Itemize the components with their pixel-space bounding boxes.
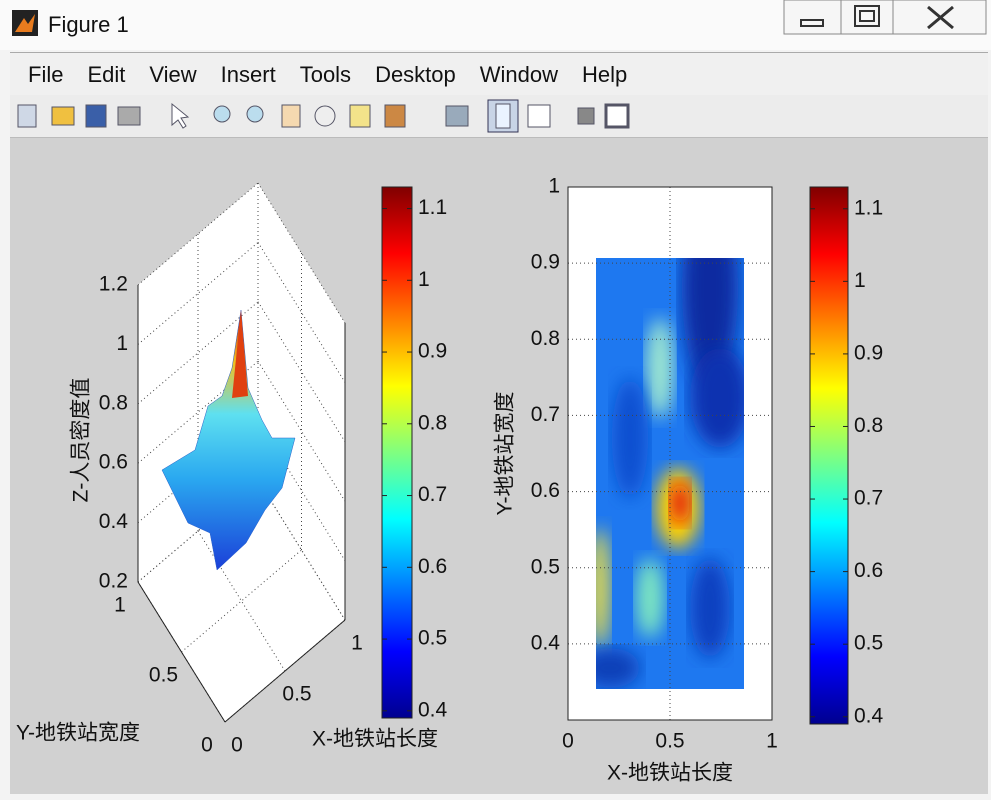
colorbar-tick-label: 0.5 <box>854 632 883 655</box>
colorbar <box>809 186 849 725</box>
window-controls[interactable] <box>783 0 988 36</box>
menu-item[interactable]: Edit <box>87 62 126 87</box>
toolbar <box>10 95 988 138</box>
toolbar-icons[interactable] <box>10 95 988 137</box>
axis-line <box>224 619 346 723</box>
menu-bar: File Edit View Insert Tools Desktop Window Help <box>10 52 988 95</box>
x-tick-label: 1 <box>766 730 778 753</box>
colorbar-tick-label: 0.7 <box>854 487 883 510</box>
axes-box <box>567 186 773 721</box>
colorbar-tick-label: 0.9 <box>854 341 883 364</box>
heatmap-blob <box>636 558 664 638</box>
menu-item[interactable]: Insert <box>220 62 276 87</box>
y-tick-label: 0.8 <box>531 327 560 350</box>
colorbar-tick-label: 0.4 <box>854 704 884 727</box>
window-title: Figure 1 <box>48 12 129 37</box>
z-tick-label: 0.2 <box>99 570 128 593</box>
z-tick-label: 0.6 <box>99 451 128 474</box>
y-tick-label: 0.5 <box>149 664 178 687</box>
surface-spike <box>232 310 248 398</box>
z-tick-label: 1.2 <box>99 273 128 296</box>
x-tick-label: 1 <box>351 632 363 655</box>
y-tick-label: 0.6 <box>531 479 560 502</box>
y-tick-label: 0.7 <box>531 403 560 426</box>
x-tick-label: 0.5 <box>282 683 311 706</box>
colorbar-tick-label: 0.7 <box>418 483 447 506</box>
colorbar-tick-label: 0.5 <box>418 627 447 650</box>
menu-item[interactable]: File <box>28 62 64 87</box>
heatmap-blob <box>596 648 640 688</box>
colorbar-tick-label: 0.6 <box>854 559 883 582</box>
colorbar-tick-label: 0.8 <box>854 414 883 437</box>
surface-chart: 0.2 0.4 0.6 0.8 1 1.2 0 0.5 1 0 0.5 1 X-地铁站长度 Y-地铁站宽度… <box>16 182 448 757</box>
heatmap-chart: 0 0.5 1 0.4 0.5 0.6 0.7 0.8 0.9 1 X-地铁站长度 Y-地铁站宽度 0.… <box>494 175 884 785</box>
heatmap-peak <box>670 481 690 525</box>
z-tick-label: 0.8 <box>99 391 128 414</box>
z-tick-label: 0.4 <box>99 510 129 533</box>
menu-item[interactable]: View <box>149 62 197 87</box>
z-tick-label: 1 <box>116 332 128 355</box>
x-tick-label: 0 <box>562 730 574 753</box>
z-axis-label: Z-人员密度值 <box>70 378 93 503</box>
axes-floor <box>138 480 345 722</box>
y-axis-label: Y-地铁站宽度 <box>16 722 140 745</box>
x-axis-label: X-地铁站长度 <box>607 762 733 785</box>
heatmap-blob <box>596 528 610 648</box>
app-icon <box>12 10 38 36</box>
colorbar-tick-label: 1.1 <box>854 196 883 219</box>
axis-line <box>137 581 226 723</box>
colorbar-tick-label: 0.8 <box>418 411 447 434</box>
colorbar <box>381 186 413 719</box>
surface <box>161 309 296 571</box>
colorbar-tick-label: 0.4 <box>418 698 448 721</box>
menu-item[interactable]: Desktop <box>375 62 456 87</box>
menu-item[interactable]: Help <box>582 62 628 87</box>
heatmap-image <box>596 258 744 689</box>
heatmap-blob <box>646 318 674 418</box>
title-bar: Figure 1 <box>0 0 991 50</box>
x-tick-label: 0.5 <box>655 730 684 753</box>
y-tick-label: 0 <box>201 734 213 757</box>
colorbar-tick-label: 0.9 <box>418 340 447 363</box>
heatmap-blob <box>690 348 744 448</box>
heatmap-blob <box>690 558 730 658</box>
figure-canvas: 0.2 0.4 0.6 0.8 1 1.2 0 0.5 1 0 0.5 1 X-地铁站长度 Y-地铁站宽度… <box>10 138 988 794</box>
menu-item[interactable]: Tools <box>299 62 352 87</box>
y-tick-label: 0.4 <box>531 631 561 654</box>
colorbar-tick-label: 1.1 <box>418 196 447 219</box>
colorbar-tick-label: 0.6 <box>418 555 447 578</box>
colorbar-tick-label: 1 <box>854 269 866 292</box>
colorbar-tick-label: 1 <box>418 268 430 291</box>
x-tick-label: 0 <box>231 734 243 757</box>
heatmap-blob <box>612 378 648 498</box>
y-tick-label: 0.9 <box>531 251 560 274</box>
y-tick-label: 0.5 <box>531 555 560 578</box>
y-tick-label: 1 <box>548 175 560 198</box>
y-axis-label: Y-地铁站宽度 <box>494 391 517 515</box>
x-axis-label: X-地铁站长度 <box>312 728 438 751</box>
y-tick-label: 1 <box>114 594 126 617</box>
menu-item[interactable]: Window <box>479 62 559 87</box>
